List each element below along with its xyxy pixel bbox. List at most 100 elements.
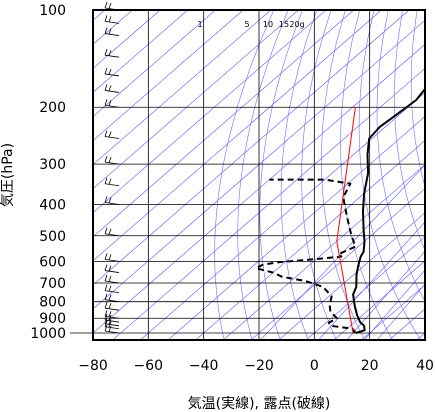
mixing-ratio-label: 10 <box>263 20 273 29</box>
wind-barb-staff <box>104 20 120 24</box>
isotherm-line <box>93 10 216 117</box>
wind-barb-flag <box>104 284 108 291</box>
wind-barb <box>104 324 120 334</box>
x-tick-label: −60 <box>134 358 164 374</box>
wind-barb <box>104 313 120 323</box>
dry-adiabat-line <box>280 10 317 340</box>
wind-barbs <box>104 1 120 334</box>
wind-barb-flag <box>108 50 112 56</box>
isotherm-line <box>93 10 299 190</box>
wind-barb-staff <box>104 258 120 262</box>
isotherm-line <box>278 212 425 340</box>
wind-barb-flag <box>104 67 108 75</box>
wind-barb-flag <box>104 99 108 106</box>
x-tick-labels: −80 −60 −40 −20 0 20 40 <box>78 358 434 374</box>
wind-barb-flag <box>108 285 112 292</box>
isotherm-line <box>223 164 425 340</box>
wind-barb-flag <box>108 16 112 23</box>
wind-barb-staff <box>104 330 120 334</box>
wind-barb-flag <box>104 274 108 282</box>
parcel-line <box>336 107 356 334</box>
wind-barb-flag <box>104 313 108 321</box>
wind-barb-staff <box>104 73 120 77</box>
wind-barb-flag <box>104 317 108 324</box>
wind-barb-staff <box>104 319 120 323</box>
isotherm-line <box>93 10 271 165</box>
wind-barb-flag <box>108 325 112 332</box>
dry-adiabat-line <box>340 10 393 340</box>
x-tick-label: −80 <box>78 358 108 374</box>
wind-barb-staff <box>104 299 120 303</box>
wind-barb-staff <box>104 290 120 294</box>
wind-barb-flag <box>104 227 108 234</box>
wind-barb-flag <box>108 131 112 138</box>
isotherm-line <box>112 67 425 340</box>
isotherm-line <box>167 116 425 340</box>
wind-barb-staff <box>104 90 120 93</box>
adiabat-lines <box>214 10 435 340</box>
wind-barb-flag <box>108 314 112 321</box>
isotherm-line <box>93 10 382 262</box>
y-tick-label: 500 <box>39 229 66 245</box>
wind-barb-flag <box>104 15 108 22</box>
dewpoint-line <box>255 178 357 334</box>
wind-barb <box>104 284 120 294</box>
wind-barb-flag <box>108 68 112 75</box>
wind-barb-flag <box>104 1 108 9</box>
mixing-ratio-line <box>346 250 425 340</box>
dry-adiabat-line <box>394 10 425 251</box>
y-tick-label: 600 <box>39 254 66 270</box>
dry-adiabat-line <box>358 10 421 340</box>
temperature-line <box>352 87 425 334</box>
x-tick-label: −40 <box>189 358 219 374</box>
wind-barb-staff <box>104 202 120 205</box>
wind-barb <box>104 310 120 319</box>
y-tick-label: 300 <box>39 157 66 173</box>
y-tick-label: 400 <box>39 197 66 213</box>
mixing-ratio-line <box>318 221 425 340</box>
x-tick-label: −20 <box>244 358 274 374</box>
x-tick-label: 40 <box>416 358 434 374</box>
wind-barb-staff <box>104 183 120 187</box>
wind-barb-staff <box>104 315 120 319</box>
isotherm-line <box>333 260 425 340</box>
mixing-ratio-label: 15 <box>279 20 289 29</box>
wind-barb-flag <box>104 49 108 56</box>
y-tick-label: 1000 <box>30 326 66 342</box>
wind-barb-flag <box>108 197 112 204</box>
wind-barb-flag <box>108 178 112 185</box>
isotherm-line <box>93 10 161 69</box>
wind-barb-flag <box>104 155 108 163</box>
wind-barb-flag <box>104 302 108 309</box>
wind-barb <box>104 49 120 58</box>
wind-barb-flag <box>104 253 108 260</box>
x-tick-label: 0 <box>310 358 319 374</box>
wind-barb-flag <box>104 293 108 300</box>
mixing-ratio-line <box>364 269 425 340</box>
isotherm-line <box>93 10 244 141</box>
isotherm-line <box>93 10 188 93</box>
y-tick-label: 100 <box>39 3 66 19</box>
wind-barb <box>104 67 120 77</box>
x-axis-title: 気温(実線), 露点(破線) <box>188 396 331 412</box>
dry-adiabat-line <box>376 10 425 302</box>
wind-barb-flag <box>108 2 112 9</box>
dry-adiabat-line <box>301 10 337 340</box>
y-tick-label: 200 <box>39 100 66 116</box>
wind-barb-flag <box>104 177 108 184</box>
isotherm-line <box>93 19 425 310</box>
dry-adiabat-line <box>428 10 435 340</box>
y-axis-title: 気圧(hPa) <box>0 143 16 207</box>
wind-barb-flag <box>108 156 112 163</box>
wind-barb <box>104 274 120 284</box>
wind-barb-staff <box>104 280 120 284</box>
wind-barb-staff <box>104 33 120 36</box>
plot-frame <box>92 9 426 341</box>
mixing-ratio-label: 1 <box>197 20 202 29</box>
wind-barb-flag <box>108 311 112 317</box>
wind-barb <box>104 155 120 165</box>
wind-barb-flag <box>108 228 112 235</box>
series-lines <box>255 87 425 334</box>
y-tick-label: 800 <box>39 295 66 311</box>
